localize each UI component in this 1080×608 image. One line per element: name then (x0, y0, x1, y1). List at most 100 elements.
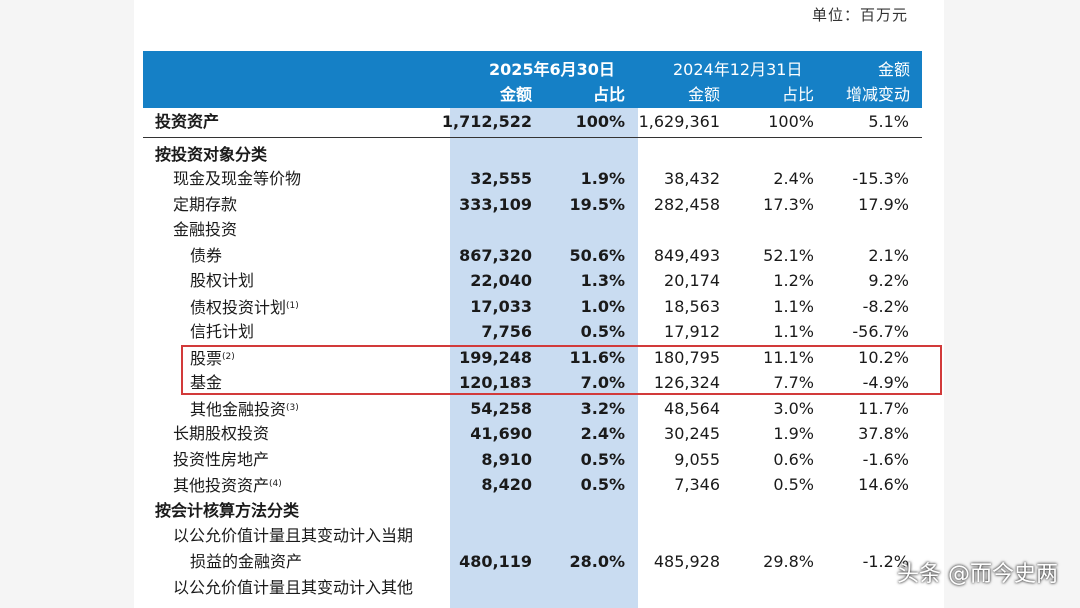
cell-cur-amount: 333,109 (459, 195, 532, 214)
cell-cur-ratio: 11.6% (569, 348, 625, 367)
cell-change: 10.2% (858, 348, 909, 367)
cell-change: 5.1% (868, 112, 909, 131)
cell-cur-ratio: 2.4% (580, 424, 625, 443)
right-margin (944, 0, 1080, 608)
row-label: 其他金融投资(3) (190, 400, 299, 419)
table-row: 投资性房地产 8,910 0.5% 9,055 0.6% -1.6% (0, 447, 1080, 472)
cell-change: 17.9% (858, 195, 909, 214)
cell-cur-amount: 480,119 (459, 552, 532, 571)
cell-change: 9.2% (868, 271, 909, 290)
table-row: 长期股权投资 41,690 2.4% 30,245 1.9% 37.8% (0, 421, 1080, 446)
cell-cur-amount: 1,712,522 (441, 112, 532, 131)
cell-prior-amount: 180,795 (653, 348, 720, 367)
header-cur-ratio: 占比 (592, 85, 625, 104)
header-date-prior: 2024年12月31日 (673, 60, 803, 79)
watermark: 头条 @而今史两 (897, 562, 1058, 587)
cell-cur-amount: 41,690 (470, 424, 532, 443)
row-label: 债券 (190, 246, 223, 265)
row-label: 现金及现金等价物 (173, 169, 302, 188)
cell-prior-ratio: 52.1% (763, 246, 814, 265)
row-label: 股权计划 (190, 271, 255, 290)
row-label: 金融投资 (173, 220, 238, 239)
cell-prior-amount: 849,493 (653, 246, 720, 265)
cell-change: -56.7% (852, 322, 909, 341)
cell-change: -4.9% (862, 373, 909, 392)
cell-cur-amount: 120,183 (459, 373, 532, 392)
header-cur-amount: 金额 (499, 85, 532, 104)
cell-cur-amount: 867,320 (459, 246, 532, 265)
row-label: 损益的金融资产 (190, 552, 303, 571)
cell-cur-ratio: 28.0% (569, 552, 625, 571)
cell-change: -8.2% (862, 297, 909, 316)
cell-prior-ratio: 29.8% (763, 552, 814, 571)
cell-prior-amount: 1,629,361 (638, 112, 720, 131)
cell-cur-ratio: 0.5% (580, 450, 625, 469)
row-label: 投资性房地产 (173, 450, 270, 469)
table-row: 基金 120,183 7.0% 126,324 7.7% -4.9% (0, 370, 1080, 395)
left-margin (0, 0, 134, 608)
cell-change: 37.8% (858, 424, 909, 443)
row-label: 信托计划 (190, 322, 255, 341)
cell-prior-amount: 48,564 (664, 399, 720, 418)
table-row: 金融投资 (0, 217, 1080, 242)
table-row: 按投资对象分类 (0, 142, 1080, 167)
row-label: 其他投资资产(4) (173, 476, 282, 495)
cell-prior-ratio: 1.9% (773, 424, 814, 443)
table-row: 债券 867,320 50.6% 849,493 52.1% 2.1% (0, 243, 1080, 268)
table-separator (143, 137, 922, 138)
row-label: 长期股权投资 (173, 424, 270, 443)
table-row: 股权计划 22,040 1.3% 20,174 1.2% 9.2% (0, 268, 1080, 293)
table-row: 债权投资计划(1) 17,033 1.0% 18,563 1.1% -8.2% (0, 294, 1080, 319)
cell-prior-ratio: 1.2% (773, 271, 814, 290)
table-row: 投资资产 1,712,522 100% 1,629,361 100% 5.1% (0, 109, 1080, 134)
table-row: 以公允价值计量且其变动计入当期 (0, 523, 1080, 548)
cell-cur-amount: 199,248 (459, 348, 532, 367)
cell-prior-amount: 38,432 (664, 169, 720, 188)
cell-cur-ratio: 3.2% (580, 399, 625, 418)
cell-prior-ratio: 1.1% (773, 297, 814, 316)
unit-label: 单位：百万元 (812, 6, 909, 24)
footnote-marker: (2) (222, 352, 235, 362)
footnote-marker: (4) (269, 479, 282, 489)
cell-cur-ratio: 7.0% (580, 373, 625, 392)
table-row: 定期存款 333,109 19.5% 282,458 17.3% 17.9% (0, 192, 1080, 217)
row-label: 股票(2) (190, 349, 235, 368)
cell-cur-ratio: 1.0% (580, 297, 625, 316)
cell-cur-ratio: 50.6% (569, 246, 625, 265)
table-row: 其他金融投资(3) 54,258 3.2% 48,564 3.0% 11.7% (0, 396, 1080, 421)
cell-prior-ratio: 0.5% (773, 475, 814, 494)
cell-cur-amount: 7,756 (481, 322, 532, 341)
row-label: 以公允价值计量且其变动计入当期 (173, 526, 414, 545)
cell-cur-ratio: 1.9% (580, 169, 625, 188)
cell-prior-amount: 30,245 (664, 424, 720, 443)
table-row: 股票(2) 199,248 11.6% 180,795 11.1% 10.2% (0, 345, 1080, 370)
row-label: 以公允价值计量且其变动计入其他 (173, 578, 414, 597)
row-label: 债权投资计划(1) (190, 298, 299, 317)
highlight-box (181, 345, 942, 395)
cell-cur-ratio: 0.5% (580, 322, 625, 341)
cell-cur-amount: 8,420 (481, 475, 532, 494)
cell-cur-amount: 17,033 (470, 297, 532, 316)
cell-cur-ratio: 0.5% (580, 475, 625, 494)
cell-prior-ratio: 11.1% (763, 348, 814, 367)
cell-cur-ratio: 100% (575, 112, 625, 131)
row-label: 按会计核算方法分类 (155, 501, 300, 520)
cell-prior-ratio: 7.7% (773, 373, 814, 392)
next-row-partial (0, 600, 1080, 608)
header-change-line2: 增减变动 (845, 85, 910, 104)
cell-prior-amount: 485,928 (653, 552, 720, 571)
header-prior-ratio: 占比 (781, 85, 814, 104)
cell-change: 14.6% (858, 475, 909, 494)
table-row: 信托计划 7,756 0.5% 17,912 1.1% -56.7% (0, 319, 1080, 344)
cell-prior-ratio: 0.6% (773, 450, 814, 469)
footnote-marker: (1) (286, 301, 299, 311)
table-row: 其他投资资产(4) 8,420 0.5% 7,346 0.5% 14.6% (0, 472, 1080, 497)
cell-cur-amount: 54,258 (470, 399, 532, 418)
cell-prior-amount: 282,458 (653, 195, 720, 214)
cell-cur-amount: 22,040 (470, 271, 532, 290)
table-row: 损益的金融资产 480,119 28.0% 485,928 29.8% -1.2% (0, 549, 1080, 574)
cell-cur-amount: 32,555 (470, 169, 532, 188)
cell-prior-amount: 20,174 (664, 271, 720, 290)
cell-change: -15.3% (852, 169, 909, 188)
cell-change: 11.7% (858, 399, 909, 418)
